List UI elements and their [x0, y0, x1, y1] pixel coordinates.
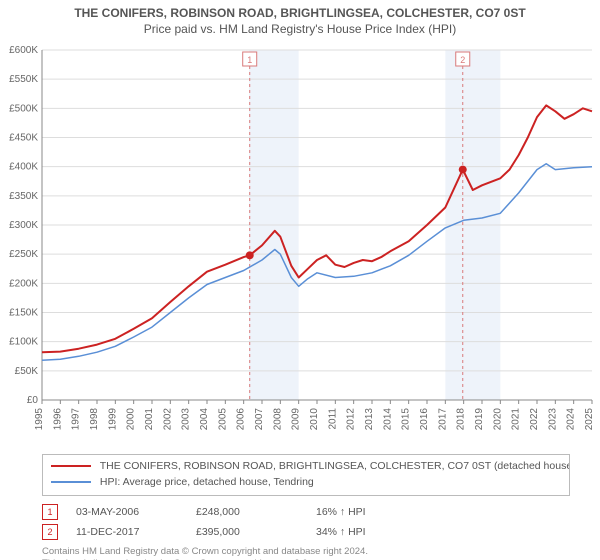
sale-pct: 34% ↑ HPI: [316, 526, 436, 538]
legend-item-subject: THE CONIFERS, ROBINSON ROAD, BRIGHTLINGS…: [51, 459, 561, 475]
svg-text:£250K: £250K: [9, 249, 38, 260]
chart-subtitle: Price paid vs. HM Land Registry's House …: [0, 20, 600, 40]
svg-text:2001: 2001: [144, 408, 155, 431]
footer: Contains HM Land Registry data © Crown c…: [42, 546, 570, 560]
svg-text:2012: 2012: [346, 408, 357, 431]
svg-text:£300K: £300K: [9, 220, 38, 231]
svg-text:£50K: £50K: [15, 366, 39, 377]
svg-text:2005: 2005: [217, 408, 228, 431]
svg-text:2011: 2011: [327, 408, 338, 430]
svg-text:2003: 2003: [181, 408, 192, 431]
svg-text:1: 1: [247, 55, 252, 65]
svg-text:2015: 2015: [401, 408, 412, 431]
legend-label: THE CONIFERS, ROBINSON ROAD, BRIGHTLINGS…: [100, 460, 570, 472]
svg-text:£450K: £450K: [9, 133, 38, 144]
sale-marker-badge: 1: [42, 504, 58, 520]
svg-text:1998: 1998: [89, 408, 100, 431]
legend-label: HPI: Average price, detached house, Tend…: [100, 476, 314, 488]
svg-text:2010: 2010: [309, 408, 320, 431]
svg-text:£600K: £600K: [9, 45, 38, 56]
legend-swatch: [51, 481, 91, 483]
svg-text:1996: 1996: [52, 408, 63, 431]
svg-text:2014: 2014: [382, 408, 393, 431]
sale-marker-badge: 2: [42, 524, 58, 540]
sale-price: £248,000: [196, 506, 316, 518]
svg-text:1995: 1995: [34, 408, 45, 431]
svg-text:£400K: £400K: [9, 162, 38, 173]
svg-text:£350K: £350K: [9, 191, 38, 202]
svg-text:2004: 2004: [199, 408, 210, 431]
svg-text:2018: 2018: [456, 408, 467, 431]
sale-date: 11-DEC-2017: [76, 526, 196, 538]
svg-text:2021: 2021: [511, 408, 522, 431]
sale-price: £395,000: [196, 526, 316, 538]
svg-text:2013: 2013: [364, 408, 375, 431]
svg-text:£100K: £100K: [9, 337, 38, 348]
sale-row-1: 1 03-MAY-2006 £248,000 16% ↑ HPI: [42, 504, 570, 520]
svg-text:£500K: £500K: [9, 103, 38, 114]
sale-date: 03-MAY-2006: [76, 506, 196, 518]
svg-text:2022: 2022: [529, 408, 540, 431]
svg-text:2000: 2000: [126, 408, 137, 431]
svg-text:£0: £0: [27, 395, 39, 406]
svg-text:2020: 2020: [492, 408, 503, 431]
legend-item-hpi: HPI: Average price, detached house, Tend…: [51, 475, 561, 491]
line-chart: £0 £50K £100K £150K £200K £250K £300K £350K £400…: [0, 40, 600, 450]
svg-text:2019: 2019: [474, 408, 485, 431]
sale-pct: 16% ↑ HPI: [316, 506, 436, 518]
svg-text:2017: 2017: [437, 408, 448, 431]
chart-area: £0 £50K £100K £150K £200K £250K £300K £350K £400…: [0, 40, 600, 450]
svg-text:2009: 2009: [291, 408, 302, 431]
chart-title: THE CONIFERS, ROBINSON ROAD, BRIGHTLINGS…: [0, 0, 600, 20]
svg-text:2025: 2025: [584, 408, 595, 431]
svg-text:2007: 2007: [254, 408, 265, 431]
svg-text:2024: 2024: [566, 408, 577, 431]
svg-text:2006: 2006: [236, 408, 247, 431]
legend: THE CONIFERS, ROBINSON ROAD, BRIGHTLINGS…: [42, 454, 570, 496]
sale-row-2: 2 11-DEC-2017 £395,000 34% ↑ HPI: [42, 524, 570, 540]
svg-text:£550K: £550K: [9, 74, 38, 85]
svg-text:1999: 1999: [107, 408, 118, 431]
svg-text:2002: 2002: [162, 408, 173, 431]
svg-text:£200K: £200K: [9, 278, 38, 289]
svg-text:2016: 2016: [419, 408, 430, 431]
legend-swatch: [51, 465, 91, 467]
svg-text:2: 2: [460, 55, 465, 65]
svg-text:2023: 2023: [547, 408, 558, 431]
svg-text:1997: 1997: [71, 408, 82, 431]
svg-text:£150K: £150K: [9, 308, 38, 319]
footer-line-1: Contains HM Land Registry data © Crown c…: [42, 546, 570, 558]
svg-text:2008: 2008: [272, 408, 283, 431]
